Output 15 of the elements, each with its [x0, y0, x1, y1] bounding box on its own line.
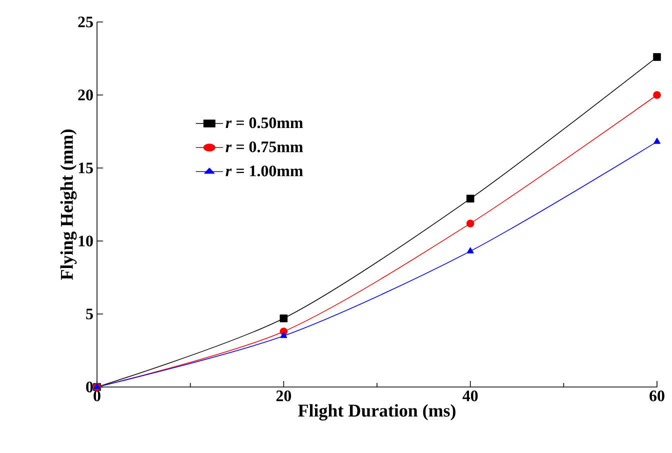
y-tick-label: 15	[78, 162, 93, 174]
legend-label: r = 1.00mm	[226, 166, 303, 176]
y-tick-label: 0	[86, 382, 93, 392]
y-tick-label: 5	[86, 308, 93, 320]
x-tick-label: 40	[462, 390, 478, 402]
legend-label: r = 0.75mm	[226, 142, 303, 152]
legend-label: r = 0.50mm	[226, 117, 303, 128]
y-tick-label: 25	[78, 16, 93, 28]
x-axis-title: Flight Duration (ms)	[298, 404, 456, 420]
x-tick-label: 20	[276, 390, 292, 402]
x-tick-label: 0	[94, 390, 100, 402]
y-tick-label: 20	[78, 90, 93, 100]
x-tick-label: 60	[650, 390, 664, 402]
y-tick-label: 10	[78, 236, 93, 246]
y-axis-title: Flying Height (mm)	[60, 130, 77, 280]
